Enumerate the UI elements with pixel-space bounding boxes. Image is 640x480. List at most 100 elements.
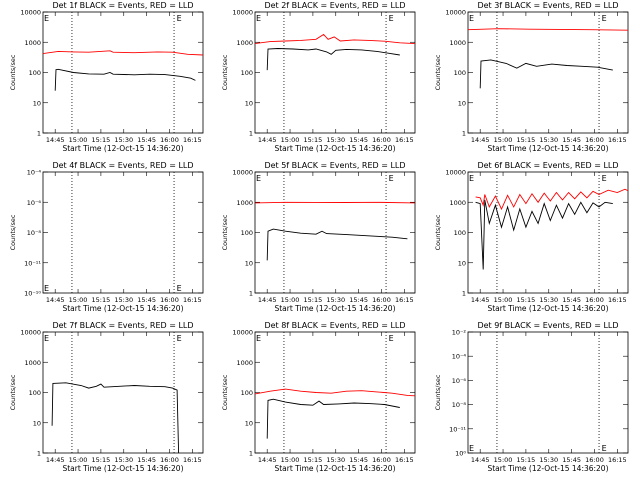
event-marker: E bbox=[177, 284, 182, 293]
x-tick-label: 16:15 bbox=[395, 136, 414, 144]
x-axis-label: Start Time (12-Oct-15 14:36:20) bbox=[487, 144, 608, 153]
y-axis-label: Counts/sec bbox=[9, 214, 17, 250]
series-line-red bbox=[255, 388, 415, 397]
y-tick-label: 100 bbox=[241, 229, 253, 237]
plot-area bbox=[255, 201, 415, 261]
y-tick-label: 1000 bbox=[236, 39, 253, 47]
x-tick-label: 15:30 bbox=[326, 136, 345, 144]
chart-title: Det 6f BLACK = Events, RED = LLD bbox=[477, 161, 618, 170]
series-line-red bbox=[255, 201, 415, 204]
event-marker: E bbox=[177, 334, 182, 343]
x-tick-label: 16:00 bbox=[160, 456, 179, 464]
x-tick-label: 16:00 bbox=[372, 456, 391, 464]
y-axis-label: Counts/sec bbox=[221, 374, 229, 410]
x-tick-label: 16:00 bbox=[160, 296, 179, 304]
x-axis-label: Start Time (12-Oct-15 14:36:20) bbox=[62, 464, 183, 473]
x-tick-label: 16:15 bbox=[183, 296, 202, 304]
series-line-black bbox=[54, 68, 196, 91]
x-tick-label: 16:00 bbox=[585, 456, 604, 464]
series-line-red bbox=[43, 50, 203, 56]
x-tick-label: 15:00 bbox=[281, 456, 300, 464]
x-tick-label: 15:30 bbox=[539, 136, 558, 144]
y-axis-label: Counts/sec bbox=[221, 54, 229, 90]
x-tick-label: 15:00 bbox=[69, 456, 88, 464]
y-tick-label: 10000 bbox=[20, 9, 41, 17]
y-tick-label: 10000 bbox=[20, 329, 41, 337]
x-axis-label: Start Time (12-Oct-15 14:36:20) bbox=[274, 304, 395, 313]
event-marker: E bbox=[256, 334, 261, 343]
x-tick-label: 16:15 bbox=[608, 456, 627, 464]
chart-title: Det 3f BLACK = Events, RED = LLD bbox=[477, 1, 618, 10]
event-marker: E bbox=[469, 444, 474, 453]
y-tick-label: 1 bbox=[37, 130, 41, 138]
panel-2: Det 2f BLACK = Events, RED = LLD 14:45 15:… bbox=[221, 1, 416, 153]
panel-7: Det 7f BLACK = Events, RED = LLD 14:45 15:… bbox=[9, 321, 204, 473]
x-tick-label: 16:15 bbox=[608, 296, 627, 304]
plot-area bbox=[43, 50, 203, 91]
event-marker: E bbox=[469, 174, 474, 183]
y-tick-label: 10000 bbox=[445, 169, 466, 177]
x-tick-label: 15:30 bbox=[326, 296, 345, 304]
y-tick-label: 10 bbox=[245, 99, 253, 107]
x-tick-label: 15:45 bbox=[137, 456, 156, 464]
chart-title: Det 9f BLACK = Events, RED = LLD bbox=[477, 321, 618, 330]
x-tick-label: 15:45 bbox=[562, 136, 581, 144]
y-tick-label: 100 bbox=[241, 69, 253, 77]
plot-frame bbox=[42, 11, 204, 134]
x-tick-label: 15:00 bbox=[494, 456, 513, 464]
x-tick-label: 15:30 bbox=[326, 456, 345, 464]
x-tick-label: 15:15 bbox=[517, 136, 536, 144]
y-tick-label: 1 bbox=[249, 290, 253, 298]
chart-title: Det 5f BLACK = Events, RED = LLD bbox=[264, 161, 405, 170]
y-tick-label: 1000 bbox=[449, 39, 466, 47]
x-tick-label: 15:15 bbox=[92, 456, 111, 464]
x-tick-label: 15:15 bbox=[304, 456, 323, 464]
y-tick-label: 10⁻⁴ bbox=[452, 353, 467, 361]
plot-frame bbox=[42, 331, 204, 454]
y-tick-label: 1 bbox=[462, 290, 466, 298]
series-line-black bbox=[266, 48, 400, 71]
x-tick-label: 15:30 bbox=[114, 456, 133, 464]
y-tick-label: 10⁻⁴ bbox=[27, 169, 42, 177]
event-marker: E bbox=[602, 14, 607, 23]
plot-area bbox=[255, 33, 415, 71]
y-tick-label: 100 bbox=[29, 69, 41, 77]
y-tick-label: 10⁻⁶ bbox=[27, 199, 42, 207]
y-tick-label: 10000 bbox=[232, 9, 253, 17]
plot-area bbox=[475, 188, 628, 270]
x-tick-label: 15:00 bbox=[69, 296, 88, 304]
event-marker: E bbox=[256, 174, 261, 183]
x-tick-label: 15:30 bbox=[114, 296, 133, 304]
y-tick-label: 1 bbox=[37, 450, 41, 458]
y-tick-label: 1 bbox=[249, 450, 253, 458]
y-tick-label: 10 bbox=[458, 259, 466, 267]
event-marker: E bbox=[44, 14, 49, 23]
x-tick-label: 15:00 bbox=[494, 296, 513, 304]
x-tick-label: 15:00 bbox=[494, 136, 513, 144]
x-axis-label: Start Time (12-Oct-15 14:36:20) bbox=[62, 144, 183, 153]
x-tick-label: 15:00 bbox=[69, 136, 88, 144]
series-line-black bbox=[266, 228, 408, 261]
y-axis-label: Counts/sec bbox=[434, 214, 442, 250]
y-tick-label: 10 bbox=[245, 419, 253, 427]
plot-area bbox=[51, 382, 180, 453]
x-tick-label: 15:00 bbox=[281, 296, 300, 304]
y-tick-label: 100 bbox=[29, 389, 41, 397]
x-tick-label: 14:45 bbox=[46, 136, 65, 144]
panel-4: Det 4f BLACK = Events, RED = LLD 14:45 15:… bbox=[9, 161, 204, 313]
y-tick-label: 100 bbox=[454, 229, 466, 237]
y-tick-label: 10⁻¹¹ bbox=[24, 259, 41, 267]
y-tick-label: 10000 bbox=[232, 329, 253, 337]
y-tick-label: 10 bbox=[33, 419, 41, 427]
y-tick-label: 1 bbox=[249, 130, 253, 138]
series-line-black bbox=[479, 59, 613, 89]
plot-frame bbox=[254, 11, 416, 134]
panel-6: Det 6f BLACK = Events, RED = LLD 14:45 15:… bbox=[434, 161, 629, 313]
x-tick-label: 15:45 bbox=[349, 136, 368, 144]
y-tick-label: 10⁻⁸ bbox=[452, 401, 467, 409]
x-tick-label: 16:15 bbox=[183, 136, 202, 144]
y-tick-label: 10⁻¹⁰ bbox=[24, 290, 41, 298]
x-tick-label: 14:45 bbox=[46, 456, 65, 464]
x-tick-label: 15:45 bbox=[137, 296, 156, 304]
